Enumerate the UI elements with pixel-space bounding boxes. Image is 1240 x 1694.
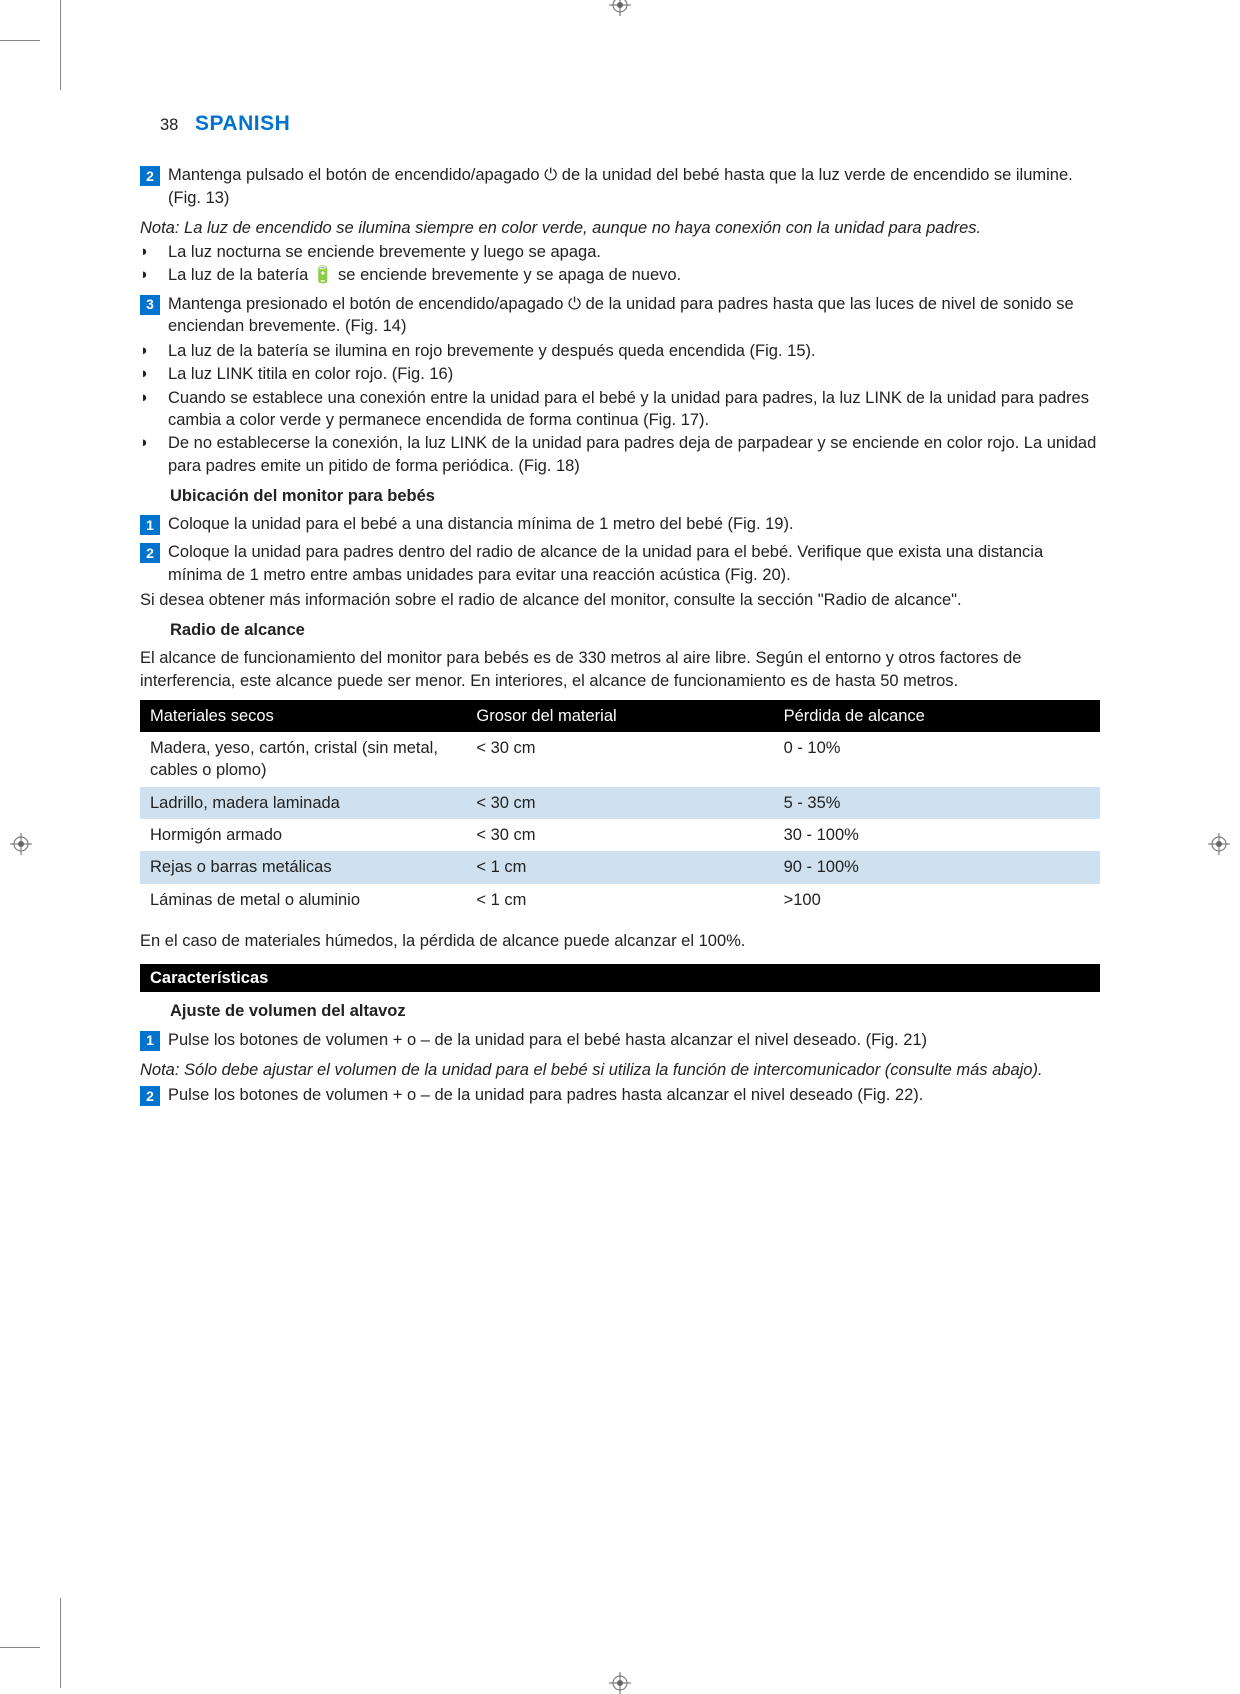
subhead-range: Radio de alcance xyxy=(170,619,1100,641)
bullet-text: La luz de la batería se ilumina en rojo … xyxy=(168,340,1100,362)
step-2-top: 2 Mantenga pulsado el botón de encendido… xyxy=(140,164,1100,209)
table-cell: < 30 cm xyxy=(466,787,773,819)
table-cell: < 30 cm xyxy=(466,732,773,787)
registration-mark-left-icon xyxy=(10,833,32,855)
table-row: Madera, yeso, cartón, cristal (sin metal… xyxy=(140,732,1100,787)
table-cell: Madera, yeso, cartón, cristal (sin metal… xyxy=(140,732,466,787)
table-cell: >100 xyxy=(774,884,1100,916)
table-cell: 30 - 100% xyxy=(774,819,1100,851)
subhead-placement: Ubicación del monitor para bebés xyxy=(170,485,1100,507)
step-badge: 3 xyxy=(140,295,160,315)
bullet-text: La luz LINK titila en color rojo. (Fig. … xyxy=(168,363,1100,385)
table-row: Rejas o barras metálicas < 1 cm 90 - 100… xyxy=(140,851,1100,883)
table-cell: < 30 cm xyxy=(466,819,773,851)
wet-materials-note: En el caso de materiales húmedos, la pér… xyxy=(140,930,1100,952)
page-number: 38 xyxy=(160,116,178,134)
crop-mark-bl-h xyxy=(0,1647,40,1648)
range-table: Materiales secos Grosor del material Pér… xyxy=(140,700,1100,916)
step-badge: 2 xyxy=(140,543,160,563)
table-header: Grosor del material xyxy=(466,700,773,732)
registration-mark-right-icon xyxy=(1208,833,1230,855)
bullet-item: ◗ La luz de la batería se ilumina en roj… xyxy=(140,340,1100,362)
bullet-item: ◗ Cuando se establece una conexión entre… xyxy=(140,387,1100,432)
crop-mark-tl-h xyxy=(0,40,40,41)
step-text: Pulse los botones de volumen + o – de la… xyxy=(168,1084,1100,1106)
bullet-text: Cuando se establece una conexión entre l… xyxy=(168,387,1100,432)
bullet-icon: ◗ xyxy=(140,265,158,285)
table-header: Pérdida de alcance xyxy=(774,700,1100,732)
table-row: Ladrillo, madera laminada < 30 cm 5 - 35… xyxy=(140,787,1100,819)
registration-mark-bottom-icon xyxy=(609,1672,631,1694)
table-cell: 0 - 10% xyxy=(774,732,1100,787)
crop-mark-tl-v xyxy=(60,0,101,90)
volume-step-1: 1 Pulse los botones de volumen + o – de … xyxy=(140,1029,1100,1051)
range-intro: El alcance de funcionamiento del monitor… xyxy=(140,647,1100,692)
placement-step-2: 2 Coloque la unidad para padres dentro d… xyxy=(140,541,1100,586)
note-volume: Nota: Sólo debe ajustar el volumen de la… xyxy=(140,1059,1100,1081)
table-cell: Hormigón armado xyxy=(140,819,466,851)
bullet-text: La luz de la batería 🔋 se enciende breve… xyxy=(168,264,1100,286)
subhead-volume: Ajuste de volumen del altavoz xyxy=(170,1000,1100,1022)
step-text: Coloque la unidad para padres dentro del… xyxy=(168,541,1100,586)
manual-page: 38 SPANISH 2 Mantenga pulsado el botón d… xyxy=(0,0,1240,1688)
step-text: Mantenga presionado el botón de encendid… xyxy=(168,293,1100,338)
table-cell: Láminas de metal o aluminio xyxy=(140,884,466,916)
step-text: Pulse los botones de volumen + o – de la… xyxy=(168,1029,1100,1051)
step-badge: 2 xyxy=(140,166,160,186)
table-cell: Ladrillo, madera laminada xyxy=(140,787,466,819)
section-bar-features: Características xyxy=(140,964,1100,992)
bullet-icon: ◗ xyxy=(140,433,158,453)
table-cell: 5 - 35% xyxy=(774,787,1100,819)
table-header: Materiales secos xyxy=(140,700,466,732)
step-text: Coloque la unidad para el bebé a una dis… xyxy=(168,513,1100,535)
step-3-top: 3 Mantenga presionado el botón de encend… xyxy=(140,293,1100,338)
page-content: 2 Mantenga pulsado el botón de encendido… xyxy=(140,164,1100,1106)
step-badge: 1 xyxy=(140,515,160,535)
note-text: Nota: La luz de encendido se ilumina sie… xyxy=(140,217,1100,239)
bullet-item: ◗ La luz nocturna se enciende brevemente… xyxy=(140,241,1100,263)
bullet-icon: ◗ xyxy=(140,341,158,361)
table-cell: < 1 cm xyxy=(466,851,773,883)
bullet-text: La luz nocturna se enciende brevemente y… xyxy=(168,241,1100,263)
placement-step-1: 1 Coloque la unidad para el bebé a una d… xyxy=(140,513,1100,535)
table-row: Láminas de metal o aluminio < 1 cm >100 xyxy=(140,884,1100,916)
bullet-text: De no establecerse la conexión, la luz L… xyxy=(168,432,1100,477)
bullet-item: ◗ La luz de la batería 🔋 se enciende bre… xyxy=(140,264,1100,286)
table-cell: 90 - 100% xyxy=(774,851,1100,883)
bullet-icon: ◗ xyxy=(140,242,158,262)
table-header-row: Materiales secos Grosor del material Pér… xyxy=(140,700,1100,732)
table-row: Hormigón armado < 30 cm 30 - 100% xyxy=(140,819,1100,851)
crop-mark-bl-v xyxy=(60,1598,101,1688)
registration-mark-top-icon xyxy=(609,0,631,16)
page-header: 38 SPANISH xyxy=(160,110,1100,138)
bullet-item: ◗ De no establecerse la conexión, la luz… xyxy=(140,432,1100,477)
language-label: SPANISH xyxy=(195,112,290,135)
step-badge: 2 xyxy=(140,1086,160,1106)
step-text: Mantenga pulsado el botón de encendido/a… xyxy=(168,164,1100,209)
placement-note: Si desea obtener más información sobre e… xyxy=(140,589,1100,611)
step-badge: 1 xyxy=(140,1031,160,1051)
table-cell: Rejas o barras metálicas xyxy=(140,851,466,883)
bullet-icon: ◗ xyxy=(140,364,158,384)
bullet-item: ◗ La luz LINK titila en color rojo. (Fig… xyxy=(140,363,1100,385)
volume-step-2: 2 Pulse los botones de volumen + o – de … xyxy=(140,1084,1100,1106)
table-cell: < 1 cm xyxy=(466,884,773,916)
bullet-icon: ◗ xyxy=(140,388,158,408)
